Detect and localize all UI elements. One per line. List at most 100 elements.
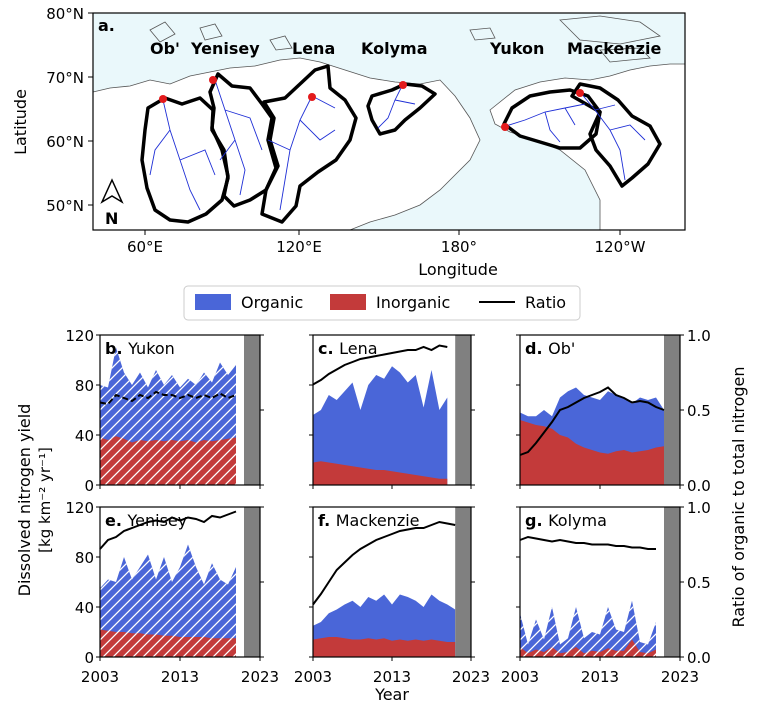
year-tick-2003-col3: 2003 <box>501 668 539 686</box>
year-axis-label: Year <box>374 685 409 704</box>
yield-tick-80-row2: 80 <box>75 549 94 567</box>
legend-label-ratio: Ratio <box>525 293 566 312</box>
year-tick-2023-col1: 2023 <box>241 668 279 686</box>
map-xtick-60e: 60°E <box>127 238 163 256</box>
ratio-line-kolyma <box>519 535 656 550</box>
subplot-mackenzie: f. Mackenzie <box>309 506 475 661</box>
basin-ob <box>140 96 230 224</box>
yield-tick-0-row2: 0 <box>84 649 94 667</box>
outlet-ob <box>159 95 167 103</box>
outlet-yukon <box>501 123 509 131</box>
subplot-title-ob: d. Ob' <box>525 339 575 358</box>
subplot-letter-yenisey: e. <box>105 511 128 530</box>
data-gap-yenisey <box>244 507 260 657</box>
ratio-tick-1-row2: 1.0 <box>687 499 711 517</box>
ratio-axis-ticks-row1: 1.0 0.5 0.0 <box>687 327 711 495</box>
subplot-name-mackenzie: Mackenzie <box>336 511 420 530</box>
inorganic-area-mackenzie <box>313 637 456 657</box>
legend-swatch-organic <box>195 294 231 310</box>
basin-label-ob: Ob' <box>150 39 180 58</box>
map-panel: a. Ob' Yenisey Lena Kolyma Yukon Mackenz… <box>11 5 686 279</box>
data-gap-mackenzie <box>455 507 471 657</box>
yield-tick-80-row1: 80 <box>75 377 94 395</box>
subplot-title-kolyma: g. Kolyma <box>525 511 607 530</box>
subplot-name-lena: Lena <box>339 339 377 358</box>
map-ylabel: Latitude <box>11 89 30 155</box>
subplot-name-ob: Ob' <box>548 339 575 358</box>
data-gap-lena <box>455 335 471 485</box>
basin-lena <box>260 64 358 224</box>
yield-tick-0-row1: 0 <box>84 477 94 495</box>
north-label: N <box>105 209 118 228</box>
subplot-title-yukon: b. Yukon <box>105 339 175 358</box>
map-frame <box>92 12 686 231</box>
year-tick-2013-col3: 2013 <box>581 668 619 686</box>
basin-label-kolyma: Kolyma <box>361 39 428 58</box>
yield-tick-40-row1: 40 <box>75 427 94 445</box>
subplot-letter-mackenzie: f. <box>318 511 336 530</box>
year-tick-2023-col2: 2023 <box>452 668 490 686</box>
map-ytick-60: 60°N <box>46 133 84 151</box>
rivers <box>149 79 646 211</box>
ratio-line-yukon <box>99 390 237 406</box>
yield-tick-40-row2: 40 <box>75 599 94 617</box>
subplot-yukon: b. Yukon <box>96 334 264 489</box>
ratio-tick-0-row2: 0.0 <box>687 649 711 667</box>
legend-swatch-inorganic <box>330 294 366 310</box>
legend: Organic Inorganic Ratio <box>183 285 581 321</box>
yield-axis-ticks-row1: 120 80 40 0 <box>65 327 94 495</box>
year-tick-2003-col2: 2003 <box>294 668 332 686</box>
legend-box <box>183 285 581 321</box>
ratio-axis-ticks-row2: 1.0 0.5 0.0 <box>687 499 711 667</box>
data-gap-ob <box>664 335 680 485</box>
legend-label-inorganic: Inorganic <box>376 293 450 312</box>
subplot-name-yukon: Yukon <box>127 339 175 358</box>
map-xtick-120w: 120°W <box>595 238 646 256</box>
inorganic-hatch-kolyma <box>520 639 656 657</box>
subplot-letter-yukon: b. <box>105 339 128 358</box>
outlet-lena <box>308 93 316 101</box>
subplot-title-mackenzie: f. Mackenzie <box>318 511 420 530</box>
yield-tick-120-row2: 120 <box>65 499 94 517</box>
basin-label-yukon: Yukon <box>489 39 544 58</box>
ratio-tick-05-row1: 0.5 <box>687 402 711 420</box>
year-axis-ticks: 2003 2013 2023 2003 2013 2023 2003 2013 … <box>81 668 699 686</box>
subplot-letter-lena: c. <box>318 339 339 358</box>
basin-label-yenisey: Yenisey <box>190 39 260 58</box>
ratio-tick-1-row1: 1.0 <box>687 327 711 345</box>
ratio-tick-05-row2: 0.5 <box>687 574 711 592</box>
basin-label-lena: Lena <box>292 39 335 58</box>
inorganic-area-lena <box>313 461 448 485</box>
subplot-lena: c. Lena <box>309 334 475 489</box>
year-tick-2003-col1: 2003 <box>81 668 119 686</box>
outlet-yenisey <box>209 76 217 84</box>
year-tick-2013-col1: 2013 <box>161 668 199 686</box>
map-coast-islands <box>149 15 661 63</box>
subplot-yenisey: e. Yenisey <box>96 506 264 661</box>
inorganic-hatch-yenisey <box>100 629 236 657</box>
yield-axis-label-line1: Dissolved nitrogen yield <box>15 404 34 597</box>
data-gap-kolyma <box>664 507 680 657</box>
map-ytick-50: 50°N <box>46 197 84 215</box>
subplot-title-lena: c. Lena <box>318 339 378 358</box>
basin-mackenzie <box>570 82 662 188</box>
map-xtick-120e: 120°E <box>276 238 322 256</box>
subplot-kolyma: g. Kolyma <box>516 506 684 661</box>
map-ytick-80: 80°N <box>46 5 84 23</box>
inorganic-hatch-yukon <box>100 436 236 485</box>
basin-label-mackenzie: Mackenzie <box>567 39 661 58</box>
yield-axis-label-line2: [kg km⁻² yr⁻¹] <box>36 447 54 553</box>
year-tick-2013-col2: 2013 <box>373 668 411 686</box>
ratio-line-lena <box>312 344 448 386</box>
ratio-tick-0-row1: 0.0 <box>687 477 711 495</box>
organic-hatch-kolyma <box>520 600 656 657</box>
data-gap-yukon <box>244 335 260 485</box>
north-arrow-icon: N <box>100 178 124 228</box>
map-panel-label: a. <box>98 16 115 35</box>
year-tick-2023-col3: 2023 <box>661 668 699 686</box>
ratio-line-mackenzie <box>312 520 456 606</box>
subplot-title-yenisey: e. Yenisey <box>105 511 187 530</box>
organic-hatch-yenisey <box>100 544 236 657</box>
outlet-mackenzie <box>576 89 584 97</box>
